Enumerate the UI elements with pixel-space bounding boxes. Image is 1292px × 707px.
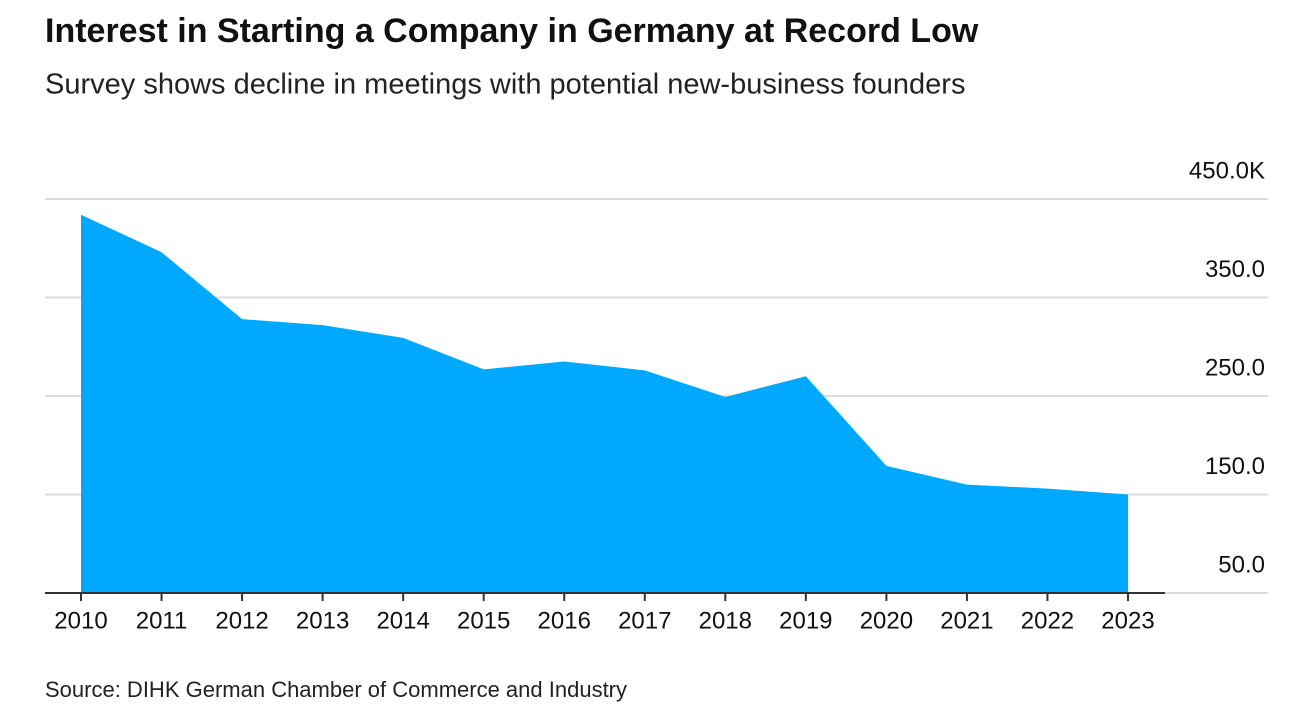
x-tick-label: 2019 bbox=[779, 607, 832, 634]
area bbox=[81, 214, 1128, 593]
x-tick-label: 2021 bbox=[940, 607, 993, 634]
y-tick-label: 150.0 bbox=[1205, 453, 1265, 480]
y-tick-label: 350.0 bbox=[1205, 256, 1265, 283]
x-tick-label: 2017 bbox=[618, 607, 671, 634]
x-tick-label: 2011 bbox=[136, 607, 188, 634]
x-tick-label: 2018 bbox=[699, 607, 752, 634]
x-tick-label: 2022 bbox=[1021, 607, 1074, 634]
y-tick-label: 450.0K bbox=[1189, 157, 1265, 184]
x-tick-label: 2010 bbox=[54, 607, 107, 634]
x-tick-label: 2016 bbox=[538, 607, 591, 634]
x-tick-label: 2014 bbox=[376, 607, 429, 634]
x-tick-label: 2013 bbox=[296, 607, 349, 634]
x-tick-label: 2015 bbox=[457, 607, 510, 634]
x-tick-label: 2020 bbox=[860, 607, 913, 634]
y-tick-label: 50.0 bbox=[1218, 551, 1265, 578]
x-tick-label: 2012 bbox=[215, 607, 268, 634]
source: Source: DIHK German Chamber of Commerce … bbox=[45, 677, 627, 702]
x-tick-label: 2023 bbox=[1101, 607, 1154, 634]
chart-title: Interest in Starting a Company in German… bbox=[45, 12, 979, 50]
chart-subtitle: Survey shows decline in meetings with po… bbox=[45, 69, 965, 101]
y-tick-label: 250.0 bbox=[1205, 354, 1265, 381]
